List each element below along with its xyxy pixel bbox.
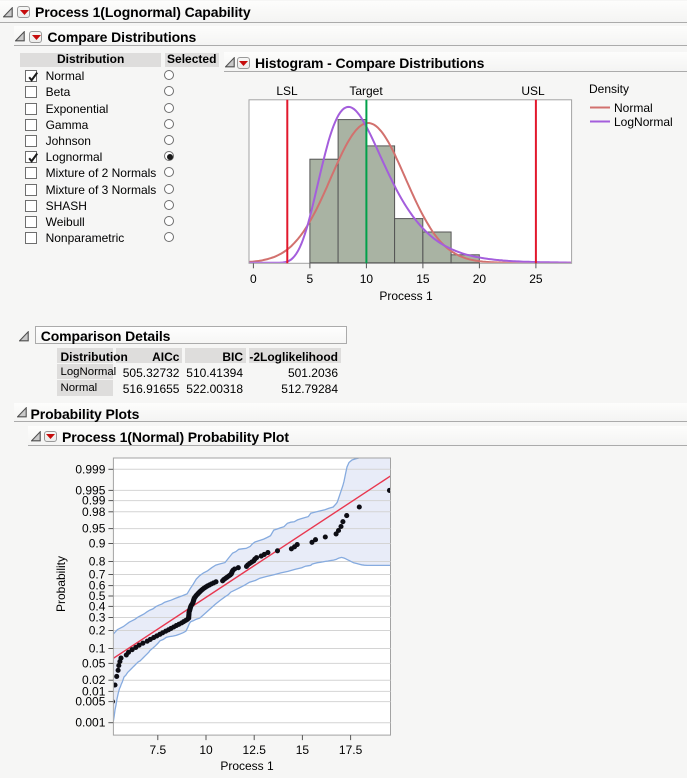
svg-text:0.3: 0.3 [89, 611, 106, 625]
svg-text:17.5: 17.5 [339, 743, 363, 757]
svg-text:0.4: 0.4 [89, 599, 106, 613]
svg-text:Target: Target [349, 84, 383, 98]
svg-text:5: 5 [307, 272, 314, 286]
svg-text:0: 0 [250, 272, 257, 286]
svg-text:USL: USL [521, 84, 545, 98]
svg-text:0.9: 0.9 [89, 537, 106, 551]
svg-text:20: 20 [473, 272, 487, 286]
svg-text:0.95: 0.95 [82, 522, 106, 536]
svg-text:10: 10 [360, 272, 374, 286]
svg-text:Probability: Probability [54, 556, 68, 612]
svg-text:LSL: LSL [276, 84, 298, 98]
svg-text:0.999: 0.999 [75, 462, 105, 476]
svg-text:Process 1: Process 1 [220, 759, 274, 773]
svg-text:0.5: 0.5 [89, 589, 106, 603]
svg-text:LogNormal: LogNormal [614, 115, 673, 129]
svg-text:7.5: 7.5 [149, 743, 166, 757]
svg-text:Normal: Normal [614, 101, 653, 115]
svg-text:0.001: 0.001 [75, 716, 105, 730]
svg-text:0.01: 0.01 [82, 684, 106, 698]
svg-text:0.6: 0.6 [89, 579, 106, 593]
svg-text:0.005: 0.005 [75, 695, 105, 709]
svg-text:10: 10 [199, 743, 213, 757]
svg-text:0.05: 0.05 [82, 656, 106, 670]
svg-text:Density: Density [589, 82, 629, 96]
svg-text:15: 15 [416, 272, 430, 286]
svg-text:15: 15 [296, 743, 310, 757]
svg-text:0.98: 0.98 [82, 505, 106, 519]
svg-text:0.8: 0.8 [89, 555, 106, 569]
svg-text:12.5: 12.5 [243, 743, 267, 757]
svg-text:0.995: 0.995 [75, 483, 105, 497]
svg-text:0.99: 0.99 [82, 494, 106, 508]
svg-text:0.2: 0.2 [89, 624, 106, 638]
svg-text:Process 1: Process 1 [379, 289, 433, 303]
svg-text:0.1: 0.1 [89, 642, 106, 656]
svg-text:25: 25 [529, 272, 543, 286]
svg-text:0.02: 0.02 [82, 673, 106, 687]
svg-text:0.7: 0.7 [89, 568, 106, 582]
